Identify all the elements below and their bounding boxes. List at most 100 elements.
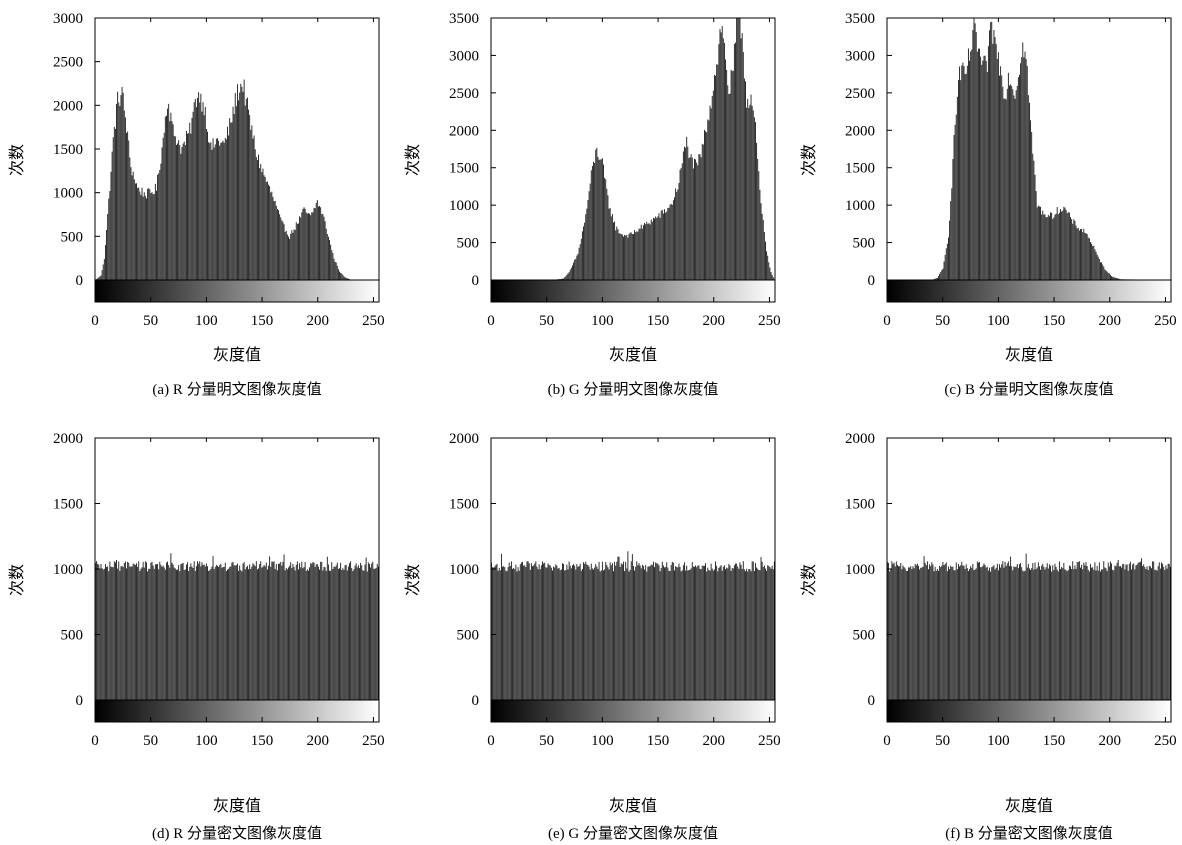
histogram-bar — [242, 563, 244, 700]
histogram-bar — [674, 570, 675, 700]
histogram-bar — [976, 561, 978, 700]
y-axis-label: 次数 — [800, 564, 818, 596]
histogram-bar — [284, 570, 286, 700]
histogram-bar — [180, 153, 182, 280]
histogram-bar — [1127, 570, 1129, 700]
histogram-bar — [639, 565, 641, 700]
histogram-bar — [615, 230, 617, 280]
histogram-bar — [567, 569, 569, 700]
histogram-bar — [568, 272, 570, 280]
histogram-bar — [1075, 568, 1077, 700]
histogram-bar — [1094, 249, 1096, 280]
histogram-bar — [337, 269, 339, 280]
histogram-bar — [959, 66, 961, 280]
histogram-bar — [741, 33, 743, 280]
histogram-bar — [272, 196, 274, 280]
histogram-bar — [134, 183, 136, 280]
histogram-bar — [989, 567, 990, 700]
histogram-bar — [1070, 217, 1071, 280]
histogram-bar — [345, 277, 347, 280]
histogram-bar — [763, 565, 765, 700]
histogram-bar — [1047, 568, 1049, 700]
histogram-bar — [566, 274, 568, 280]
histogram-bar — [985, 567, 987, 700]
histogram-bar — [149, 568, 151, 700]
histogram-bar — [1082, 232, 1084, 280]
histogram-bar — [943, 261, 945, 280]
histogram-bar — [254, 149, 256, 280]
histogram-bar — [997, 570, 999, 700]
histogram-bar — [181, 147, 183, 280]
histogram-bar — [339, 568, 340, 700]
histogram-bar — [573, 262, 574, 280]
histogram-bar — [627, 551, 629, 700]
histogram-bar — [202, 564, 204, 700]
histogram-bar — [753, 571, 755, 700]
histogram-bar — [708, 570, 710, 700]
histogram-bar — [1112, 276, 1114, 280]
histogram-bar — [627, 237, 629, 280]
histogram-bar — [608, 569, 610, 700]
histogram-bar — [651, 564, 653, 700]
histogram-bar — [108, 198, 110, 280]
histogram-bar — [167, 561, 169, 700]
histogram-bar — [891, 561, 893, 700]
histogram-bar — [313, 562, 315, 700]
histogram-bar — [195, 566, 197, 700]
histogram-bar — [615, 565, 617, 700]
histogram-bar — [274, 201, 276, 280]
histogram-bar — [736, 563, 738, 700]
histogram-bar — [280, 217, 282, 280]
histogram-bar — [698, 154, 700, 280]
histogram-bar — [269, 556, 271, 700]
histogram-bar — [604, 177, 606, 280]
histogram-bar — [990, 571, 992, 700]
histogram-bar — [760, 557, 762, 700]
histogram-bar — [194, 99, 196, 280]
histogram-bar — [942, 268, 944, 280]
histogram-bar — [266, 181, 268, 280]
histogram-bar — [752, 561, 754, 700]
histogram-bar — [253, 135, 255, 280]
histogram-bar — [1138, 562, 1140, 700]
histogram-bar — [148, 188, 150, 280]
histogram-bar — [963, 66, 965, 280]
histogram-bar — [1077, 228, 1079, 280]
histogram-bar — [248, 109, 249, 280]
histogram-bar — [542, 561, 543, 700]
histogram-bar — [234, 565, 236, 700]
panel-c: 0 500 1000 1500 2000 2500 3000 3500 0 50 100 150 200… — [800, 11, 1177, 398]
histogram-bar — [292, 563, 294, 700]
y-tick-label: 1000 — [845, 198, 875, 214]
y-tick-label: 0 — [472, 273, 480, 289]
histogram-bar — [288, 236, 289, 280]
histogram-bar — [599, 571, 601, 700]
histogram-bar — [1101, 262, 1103, 280]
histogram-bar — [160, 163, 162, 280]
histogram-bar — [1040, 569, 1041, 700]
histogram-bar — [536, 566, 538, 700]
histogram-bar — [283, 554, 285, 700]
histogram-bar — [1020, 63, 1022, 281]
histogram-bar — [515, 564, 517, 700]
histogram-bar — [347, 278, 349, 280]
histogram-bar — [604, 569, 606, 700]
histogram-bar — [1031, 131, 1033, 280]
histogram-bar — [729, 93, 731, 280]
histogram-bar — [213, 569, 215, 700]
histogram-bar — [172, 564, 174, 700]
histogram-bar — [299, 563, 301, 700]
histogram-bar — [757, 159, 759, 280]
histogram-bar — [279, 214, 281, 280]
histogram-bar — [725, 569, 726, 700]
histogram-bar — [742, 561, 744, 700]
histogram-bar — [640, 224, 642, 280]
histogram-bar — [187, 562, 188, 700]
histogram-bar — [1111, 563, 1112, 700]
histogram-bar — [543, 563, 545, 700]
histogram-bar — [977, 562, 979, 700]
x-tick-label: 50 — [539, 733, 554, 749]
histogram-bar — [290, 233, 292, 280]
histogram-bar — [233, 565, 235, 700]
x-axis-label: 灰度值 — [609, 346, 657, 364]
